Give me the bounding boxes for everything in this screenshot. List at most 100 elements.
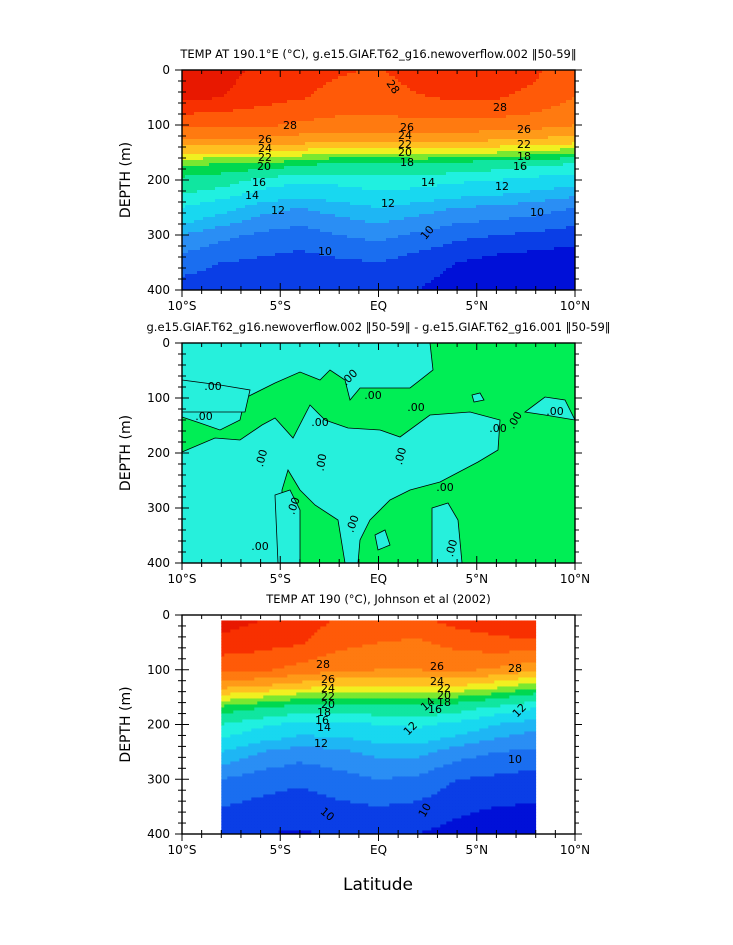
temperature-cell: [377, 133, 381, 137]
temperature-cell: [545, 166, 549, 170]
temperature-cell: [485, 169, 489, 173]
temperature-cell: [467, 73, 471, 77]
temperature-cell: [428, 73, 432, 77]
temperature-cell: [269, 130, 273, 134]
temperature-cell: [233, 127, 237, 131]
temperature-cell: [509, 85, 513, 89]
temperature-cell: [539, 181, 543, 185]
temperature-cell: [521, 97, 525, 101]
temperature-cell: [503, 157, 507, 161]
temperature-cell: [452, 139, 456, 143]
temperature-cell: [509, 133, 513, 137]
temperature-cell: [191, 148, 195, 152]
temperature-cell: [422, 112, 426, 116]
temperature-cell: [329, 124, 333, 128]
temperature-cell: [263, 91, 267, 95]
temperature-cell: [452, 181, 456, 185]
temperature-cell: [197, 178, 201, 182]
temperature-cell: [365, 160, 369, 164]
temperature-cell: [548, 82, 552, 86]
temperature-cell: [494, 88, 498, 92]
temperature-cell: [515, 124, 519, 128]
temperature-cell: [368, 142, 372, 146]
temperature-cell: [440, 166, 444, 170]
temperature-cell: [482, 127, 486, 131]
temperature-cell: [410, 166, 414, 170]
temperature-cell: [521, 94, 525, 98]
temperature-cell: [419, 166, 423, 170]
temperature-cell: [242, 148, 246, 152]
temperature-cell: [218, 160, 222, 164]
temperature-cell: [410, 76, 414, 80]
temperature-cell: [302, 82, 306, 86]
temperature-cell: [329, 157, 333, 161]
temperature-cell: [377, 79, 381, 83]
temperature-cell: [335, 91, 339, 95]
temperature-cell: [320, 166, 324, 170]
temperature-cell: [392, 166, 396, 170]
temperature-cell: [281, 70, 285, 74]
temperature-cell: [332, 172, 336, 176]
temperature-cell: [548, 145, 552, 149]
temperature-cell: [242, 181, 246, 185]
temperature-cell: [425, 79, 429, 83]
temperature-cell: [536, 94, 540, 98]
temperature-cell: [497, 154, 501, 158]
temperature-cell: [227, 109, 231, 113]
temperature-cell: [224, 97, 228, 101]
temperature-cell: [371, 151, 375, 155]
temperature-cell: [389, 73, 393, 77]
temperature-cell: [485, 100, 489, 104]
temperature-cell: [185, 166, 189, 170]
temperature-cell: [227, 145, 231, 149]
temperature-cell: [302, 157, 306, 161]
temperature-cell: [479, 169, 483, 173]
temperature-cell: [221, 73, 225, 77]
temperature-cell: [386, 169, 390, 173]
temperature-cell: [488, 142, 492, 146]
temperature-cell: [557, 130, 561, 134]
temperature-cell: [308, 103, 312, 107]
temperature-cell: [569, 178, 573, 182]
temperature-cell: [269, 175, 273, 179]
temperature-cell: [497, 73, 501, 77]
temperature-cell: [479, 163, 483, 167]
temperature-cell: [272, 97, 276, 101]
temperature-cell: [371, 142, 375, 146]
temperature-cell: [233, 163, 237, 167]
temperature-cell: [365, 97, 369, 101]
temperature-cell: [266, 169, 270, 173]
temperature-cell: [185, 97, 189, 101]
temperature-cell: [536, 145, 540, 149]
temperature-cell: [530, 106, 534, 110]
temperature-cell: [302, 136, 306, 140]
temperature-cell: [233, 100, 237, 104]
temperature-cell: [542, 73, 546, 77]
temperature-cell: [488, 91, 492, 95]
temperature-cell: [341, 178, 345, 182]
temperature-cell: [206, 109, 210, 113]
temperature-cell: [194, 130, 198, 134]
temperature-cell: [290, 139, 294, 143]
temperature-cell: [551, 109, 555, 113]
temperature-cell: [362, 160, 366, 164]
temperature-cell: [401, 148, 405, 152]
temperature-cell: [560, 115, 564, 119]
temperature-cell: [239, 109, 243, 113]
temperature-cell: [341, 166, 345, 170]
temperature-cell: [515, 154, 519, 158]
temperature-cell: [518, 88, 522, 92]
temperature-cell: [413, 154, 417, 158]
temperature-cell: [344, 103, 348, 107]
temperature-cell: [392, 160, 396, 164]
temperature-cell: [290, 166, 294, 170]
temperature-cell: [419, 169, 423, 173]
temperature-cell: [503, 181, 507, 185]
temperature-cell: [206, 103, 210, 107]
temperature-cell: [323, 94, 327, 98]
temperature-cell: [497, 142, 501, 146]
temperature-cell: [305, 124, 309, 128]
temperature-cell: [287, 79, 291, 83]
temperature-cell: [422, 88, 426, 92]
temperature-cell: [527, 151, 531, 155]
